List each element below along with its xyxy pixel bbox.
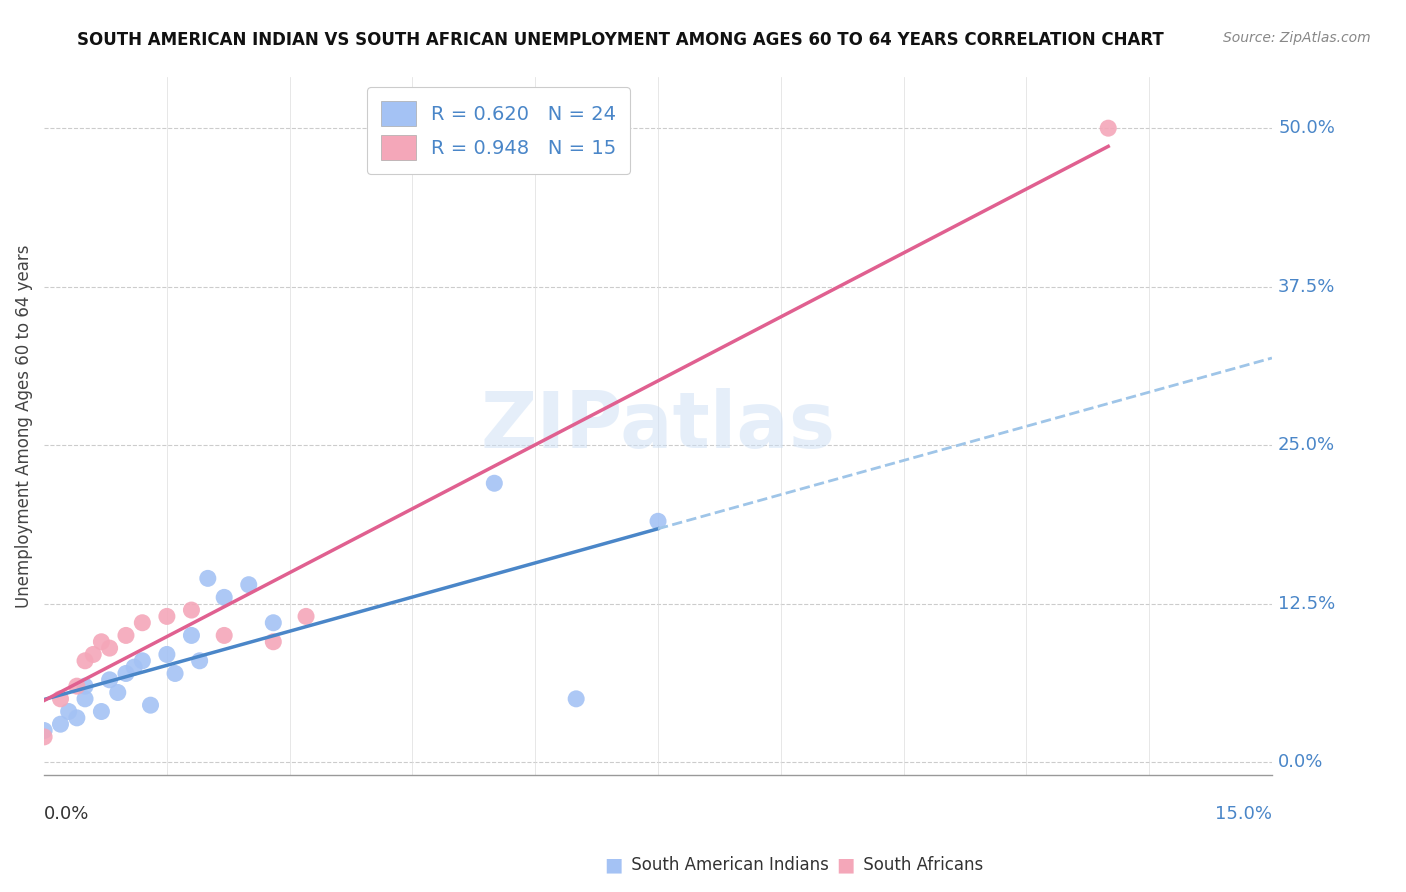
Text: 12.5%: 12.5% [1278,595,1336,613]
Point [262,615,284,630]
Text: 0.0%: 0.0% [1278,753,1323,772]
Point [115,666,138,681]
Text: Source: ZipAtlas.com: Source: ZipAtlas.com [1223,31,1371,45]
Point [295,609,318,624]
Y-axis label: Unemployment Among Ages 60 to 64 years: Unemployment Among Ages 60 to 64 years [15,244,32,608]
Point [647,514,669,528]
Point [156,609,179,624]
Point [197,571,219,585]
Point [139,698,162,713]
Point [238,577,260,591]
Point [107,685,129,699]
Point [131,654,153,668]
Text: 15.0%: 15.0% [1215,805,1272,823]
Point [73,654,96,668]
Point [131,615,153,630]
Point [73,691,96,706]
Point [188,654,211,668]
Point [82,648,104,662]
Text: ■: ■ [837,855,855,875]
Text: SOUTH AMERICAN INDIAN VS SOUTH AFRICAN UNEMPLOYMENT AMONG AGES 60 TO 64 YEARS CO: SOUTH AMERICAN INDIAN VS SOUTH AFRICAN U… [77,31,1164,49]
Point [156,648,179,662]
Text: South American Indians: South American Indians [605,856,828,874]
Point [66,679,89,693]
Text: 50.0%: 50.0% [1278,120,1334,137]
Point [49,691,72,706]
Point [98,673,121,687]
Point [90,634,112,648]
Point [90,705,112,719]
Point [115,628,138,642]
Text: ■: ■ [605,855,623,875]
Point [180,628,202,642]
Point [32,730,55,744]
Point [212,628,235,642]
Point [49,717,72,731]
Point [180,603,202,617]
Point [32,723,55,738]
Text: 25.0%: 25.0% [1278,436,1336,454]
Text: 0.0%: 0.0% [44,805,90,823]
Legend: R = 0.620   N = 24, R = 0.948   N = 15: R = 0.620 N = 24, R = 0.948 N = 15 [367,87,630,174]
Point [165,666,187,681]
Point [262,634,284,648]
Text: 37.5%: 37.5% [1278,277,1336,295]
Point [122,660,145,674]
Text: ZIPatlas: ZIPatlas [481,388,835,464]
Point [58,705,80,719]
Point [484,476,506,491]
Text: South Africans: South Africans [837,856,983,874]
Point [212,591,235,605]
Point [98,641,121,656]
Point [1097,121,1119,136]
Point [73,679,96,693]
Point [66,711,89,725]
Point [565,691,588,706]
